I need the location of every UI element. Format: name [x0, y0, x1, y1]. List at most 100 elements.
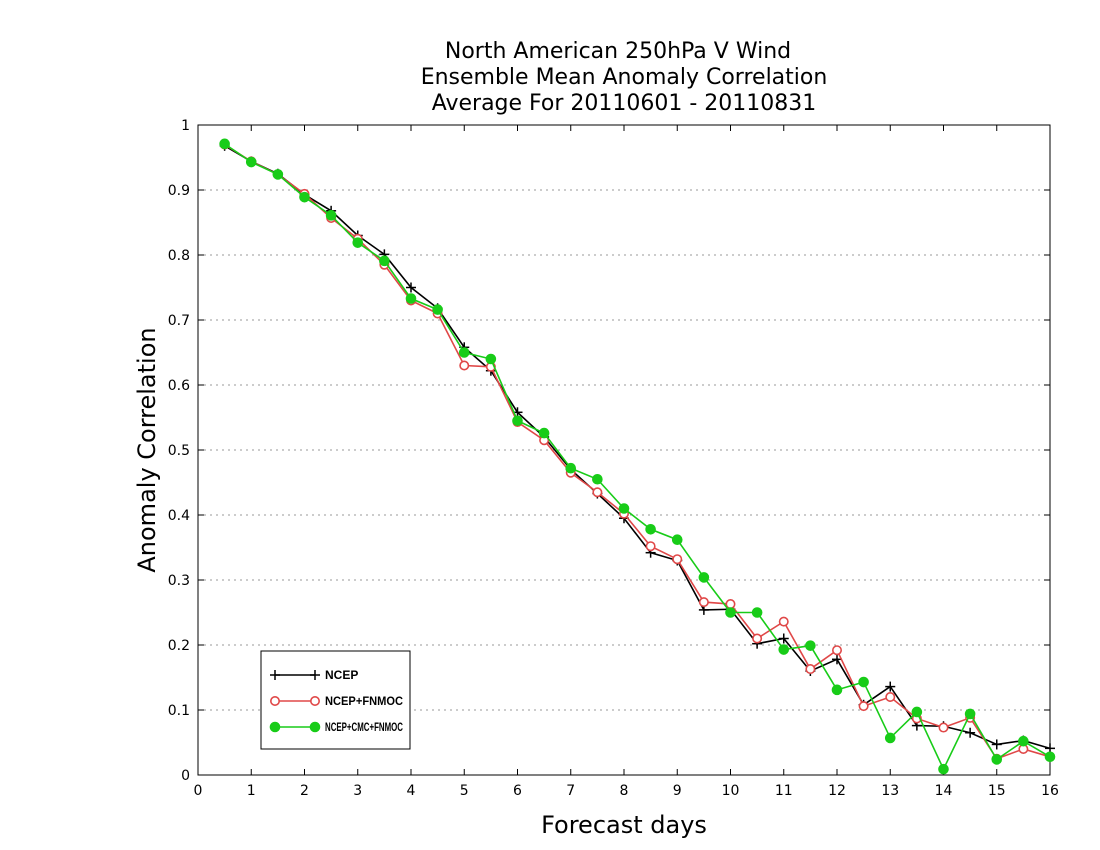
- x-tick-label: 0: [194, 783, 203, 799]
- x-tick-label: 7: [566, 783, 575, 799]
- data-point: [885, 681, 896, 692]
- data-point: [991, 754, 1003, 765]
- data-point: [459, 360, 470, 371]
- y-tick-label: 0.9: [168, 183, 190, 199]
- data-point: [406, 282, 416, 293]
- data-point: [592, 487, 603, 498]
- x-axis: 0 1 2 3 4 5 6 7 8 9 10 11 12 13 14 15 16: [194, 125, 1059, 799]
- data-point: [671, 534, 683, 546]
- data-point: [831, 684, 843, 696]
- x-tick-label: 15: [988, 783, 1006, 799]
- x-tick-label: 12: [828, 783, 846, 799]
- y-tick-label: 0.3: [168, 573, 190, 589]
- y-tick-label: 0.5: [168, 443, 190, 459]
- x-tick-label: 13: [881, 783, 899, 799]
- data-point: [245, 156, 257, 168]
- data-point: [752, 633, 763, 644]
- data-point: [1018, 735, 1029, 747]
- data-point: [778, 644, 790, 655]
- data-point: [325, 210, 337, 221]
- x-tick-label: 4: [407, 783, 416, 799]
- data-point: [565, 462, 577, 474]
- data-point: [725, 599, 736, 610]
- data-point: [352, 237, 364, 248]
- y-tick-label: 0.4: [168, 508, 190, 524]
- legend-box: [260, 650, 411, 750]
- legend-label: NCEP: [325, 668, 358, 682]
- data-point: [832, 654, 842, 665]
- data-point: [725, 607, 736, 618]
- gridlines: [198, 189, 1050, 711]
- series-layer: [219, 138, 1056, 775]
- data-point: [938, 763, 949, 775]
- y-tick-label: 0.2: [168, 638, 190, 654]
- y-axis: 0 0.1 0.2 0.3 0.4 0.5 0.6 0.7 0.8 0.9 1: [168, 118, 1050, 784]
- data-point: [405, 293, 417, 304]
- y-tick-label: 0.8: [168, 248, 190, 264]
- data-point: [299, 191, 310, 203]
- data-point: [831, 645, 842, 656]
- data-point: [965, 727, 976, 738]
- legend-entry: NCEP: [270, 668, 358, 682]
- data-point: [538, 427, 550, 439]
- data-point: [885, 691, 896, 702]
- legend: NCEP NCEP+FNMOC NCEP+CMC+FNMOC: [260, 650, 411, 750]
- x-tick-label: 8: [620, 783, 629, 799]
- x-tick-label: 3: [353, 783, 362, 799]
- data-point: [432, 304, 443, 315]
- data-point: [778, 633, 789, 644]
- y-tick-label: 0.1: [168, 703, 190, 719]
- data-point: [458, 347, 470, 358]
- data-point: [645, 524, 656, 535]
- x-tick-label: 6: [513, 783, 522, 799]
- y-tick-label: 0: [181, 768, 190, 784]
- legend-label: NCEP+FNMOC: [325, 694, 403, 708]
- legend-marker: [269, 721, 281, 733]
- chart-title-line-2: Ensemble Mean Anomaly Correlation: [421, 65, 828, 90]
- y-tick-label: 1: [181, 118, 190, 134]
- y-axis-label: Anomaly Correlation: [133, 327, 161, 572]
- x-tick-label: 1: [247, 783, 256, 799]
- chart-title-line-3: Average For 20110601 - 20110831: [432, 91, 817, 116]
- legend-label: NCEP+CMC+FNMOC: [325, 720, 403, 734]
- data-point: [751, 607, 763, 618]
- data-point: [991, 739, 1002, 750]
- data-point: [911, 706, 923, 718]
- data-point: [964, 708, 976, 720]
- data-point: [512, 415, 523, 427]
- x-axis-label: Forecast days: [541, 811, 707, 839]
- data-point: [698, 597, 709, 608]
- data-point: [805, 664, 816, 675]
- data-point: [884, 732, 896, 744]
- data-point: [592, 473, 603, 485]
- x-tick-label: 16: [1041, 783, 1059, 799]
- series-ncep-cmc-fnmoc: [219, 138, 1056, 775]
- data-point: [938, 722, 949, 733]
- x-tick-label: 9: [673, 783, 682, 799]
- data-point: [698, 572, 710, 583]
- y-tick-label: 0.6: [168, 378, 190, 394]
- x-tick-label: 2: [300, 783, 309, 799]
- data-point: [618, 503, 630, 514]
- data-point: [805, 640, 816, 651]
- x-tick-label: 10: [722, 783, 740, 799]
- x-tick-label: 11: [775, 783, 793, 799]
- data-point: [272, 169, 284, 180]
- legend-marker: [310, 670, 320, 680]
- data-point: [379, 255, 390, 267]
- data-point: [219, 138, 230, 150]
- data-point: [1044, 751, 1056, 763]
- data-point: [645, 541, 656, 552]
- legend-marker: [309, 721, 321, 733]
- y-tick-label: 0.7: [168, 313, 190, 329]
- legend-entry: NCEP+FNMOC: [269, 694, 403, 708]
- chart-title: North American 250hPa V Wind Ensemble Me…: [421, 39, 828, 116]
- x-tick-label: 14: [935, 783, 953, 799]
- legend-marker: [270, 670, 280, 680]
- data-point: [485, 353, 497, 365]
- data-point: [858, 676, 869, 688]
- legend-marker: [309, 695, 320, 706]
- series-line: [224, 143, 1051, 772]
- chart-title-line-1: North American 250hPa V Wind: [445, 39, 791, 64]
